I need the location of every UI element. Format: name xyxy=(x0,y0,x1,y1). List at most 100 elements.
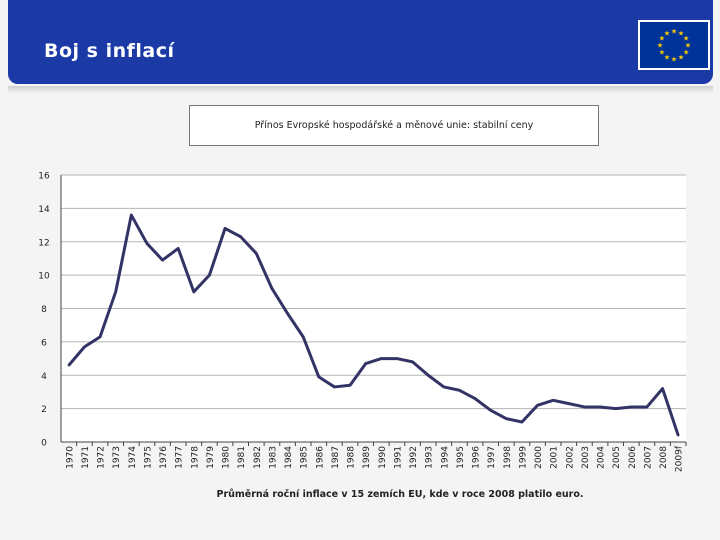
data-point xyxy=(630,405,633,409)
data-point xyxy=(192,290,196,294)
flag-star-icon: ★ xyxy=(659,49,665,57)
data-point xyxy=(130,213,133,217)
data-point xyxy=(161,258,164,262)
data-point xyxy=(317,375,321,379)
data-point xyxy=(567,402,571,405)
chart-grid xyxy=(61,174,686,443)
data-point xyxy=(520,420,524,424)
flag-star-icon: ★ xyxy=(664,54,670,62)
y-tick-label: 0 xyxy=(41,439,47,449)
x-tick-label: 1986 xyxy=(315,446,325,469)
data-point xyxy=(598,405,602,409)
y-tick-label: 16 xyxy=(38,172,50,182)
data-point xyxy=(583,405,586,409)
x-tick-label: 1973 xyxy=(112,446,122,469)
x-tick-label: 1975 xyxy=(143,446,153,469)
flag-star-icon: ★ xyxy=(664,29,670,37)
y-tick-label: 10 xyxy=(38,272,50,282)
x-tick-label: 1976 xyxy=(159,446,169,469)
data-point xyxy=(239,235,242,238)
data-point xyxy=(98,335,102,339)
data-point xyxy=(411,360,414,364)
flag-star-icon: ★ xyxy=(678,29,684,37)
x-tick-label: 1974 xyxy=(128,446,138,469)
x-tick-label: 1984 xyxy=(284,446,294,469)
data-point xyxy=(270,287,274,290)
x-tick-label: 2000 xyxy=(534,446,544,469)
flag-star-icon: ★ xyxy=(683,49,689,57)
x-tick-label: 2007 xyxy=(643,446,653,469)
data-point xyxy=(442,385,446,389)
data-point xyxy=(645,405,649,409)
x-tick-label: 2003 xyxy=(581,446,591,469)
x-tick-label: 1977 xyxy=(175,446,185,469)
data-point xyxy=(301,335,305,339)
data-point xyxy=(551,399,555,402)
x-tick-label: 2005 xyxy=(612,446,622,469)
x-tick-label: 1994 xyxy=(440,446,450,469)
x-tick-label: 1983 xyxy=(268,446,278,469)
data-point xyxy=(145,242,149,245)
data-point xyxy=(458,389,461,392)
y-tick-label: 8 xyxy=(41,305,47,315)
data-point xyxy=(426,374,430,377)
data-point xyxy=(489,409,492,412)
page-title: Boj s inflací xyxy=(44,40,175,62)
x-axis: 1970 1971 1972 1973 1974 1975 1976 1977 1978 1979… xyxy=(65,442,687,472)
data-point xyxy=(348,384,352,387)
data-point xyxy=(333,385,336,389)
series-line xyxy=(67,213,680,436)
data-point xyxy=(536,404,539,407)
data-point xyxy=(614,407,617,410)
x-tick-label: 1989 xyxy=(362,446,372,469)
data-point xyxy=(380,357,383,360)
data-point xyxy=(505,417,508,420)
data-point xyxy=(208,273,211,277)
flag-star-icon: ★ xyxy=(671,28,677,36)
flag-star-icon: ★ xyxy=(671,56,677,64)
data-point xyxy=(255,252,258,255)
x-tick-label: 2008 xyxy=(659,446,669,469)
x-tick-label: 1993 xyxy=(425,446,435,469)
x-tick-label: 1979 xyxy=(206,446,216,469)
flag-star-icon: ★ xyxy=(685,42,691,50)
x-tick-label: 1998 xyxy=(503,446,513,469)
x-tick-label: 1990 xyxy=(378,446,388,469)
x-tick-label: 1991 xyxy=(393,446,403,469)
x-tick-label: 1997 xyxy=(487,446,497,469)
y-tick-label: 14 xyxy=(38,205,50,215)
x-tick-label: 1978 xyxy=(190,446,200,469)
flag-star-icon: ★ xyxy=(678,54,684,62)
data-point xyxy=(83,345,86,349)
y-tick-label: 6 xyxy=(41,338,47,348)
x-tick-label: 1985 xyxy=(300,446,310,469)
eu-stars: ★ ★★★★★★★★★★★ xyxy=(657,28,691,64)
x-tick-label: 1970 xyxy=(65,446,75,469)
x-tick-label: 1980 xyxy=(222,446,232,469)
header-bar: Boj s inflací ★ ★ ★ ★ ★ ★ ★ ★ ★ ★ ★ ★ xyxy=(8,0,713,84)
chart-series xyxy=(67,213,680,437)
x-tick-label: 1992 xyxy=(409,446,419,469)
y-tick-label: 4 xyxy=(41,372,47,382)
x-tick-label: 1988 xyxy=(347,446,357,469)
x-tick-label: 1996 xyxy=(472,446,482,469)
y-axis: 0 2 4 6 8 10 12 14 16 xyxy=(38,172,62,449)
flag-star-icon: ★ xyxy=(659,35,665,43)
flag-star-icon: ★ xyxy=(657,42,663,50)
x-tick-label: 1995 xyxy=(456,446,466,469)
data-point xyxy=(676,434,680,437)
data-point xyxy=(364,362,367,365)
data-point xyxy=(223,227,227,230)
chart-title: Přínos Evropské hospodářské a měnové uni… xyxy=(189,105,599,146)
data-point xyxy=(176,247,180,250)
x-tick-label: 2009f xyxy=(675,445,685,472)
data-point xyxy=(67,364,71,367)
eu-flag-icon: ★ ★ ★ ★ ★ ★ ★ ★ ★ ★ ★ ★ xyxy=(638,20,710,70)
x-tick-label: 2006 xyxy=(628,446,638,469)
x-tick-label: 1972 xyxy=(97,446,107,469)
y-tick-label: 12 xyxy=(38,238,49,248)
x-tick-label: 1999 xyxy=(518,446,528,469)
data-point xyxy=(473,397,477,400)
data-point xyxy=(395,357,399,360)
